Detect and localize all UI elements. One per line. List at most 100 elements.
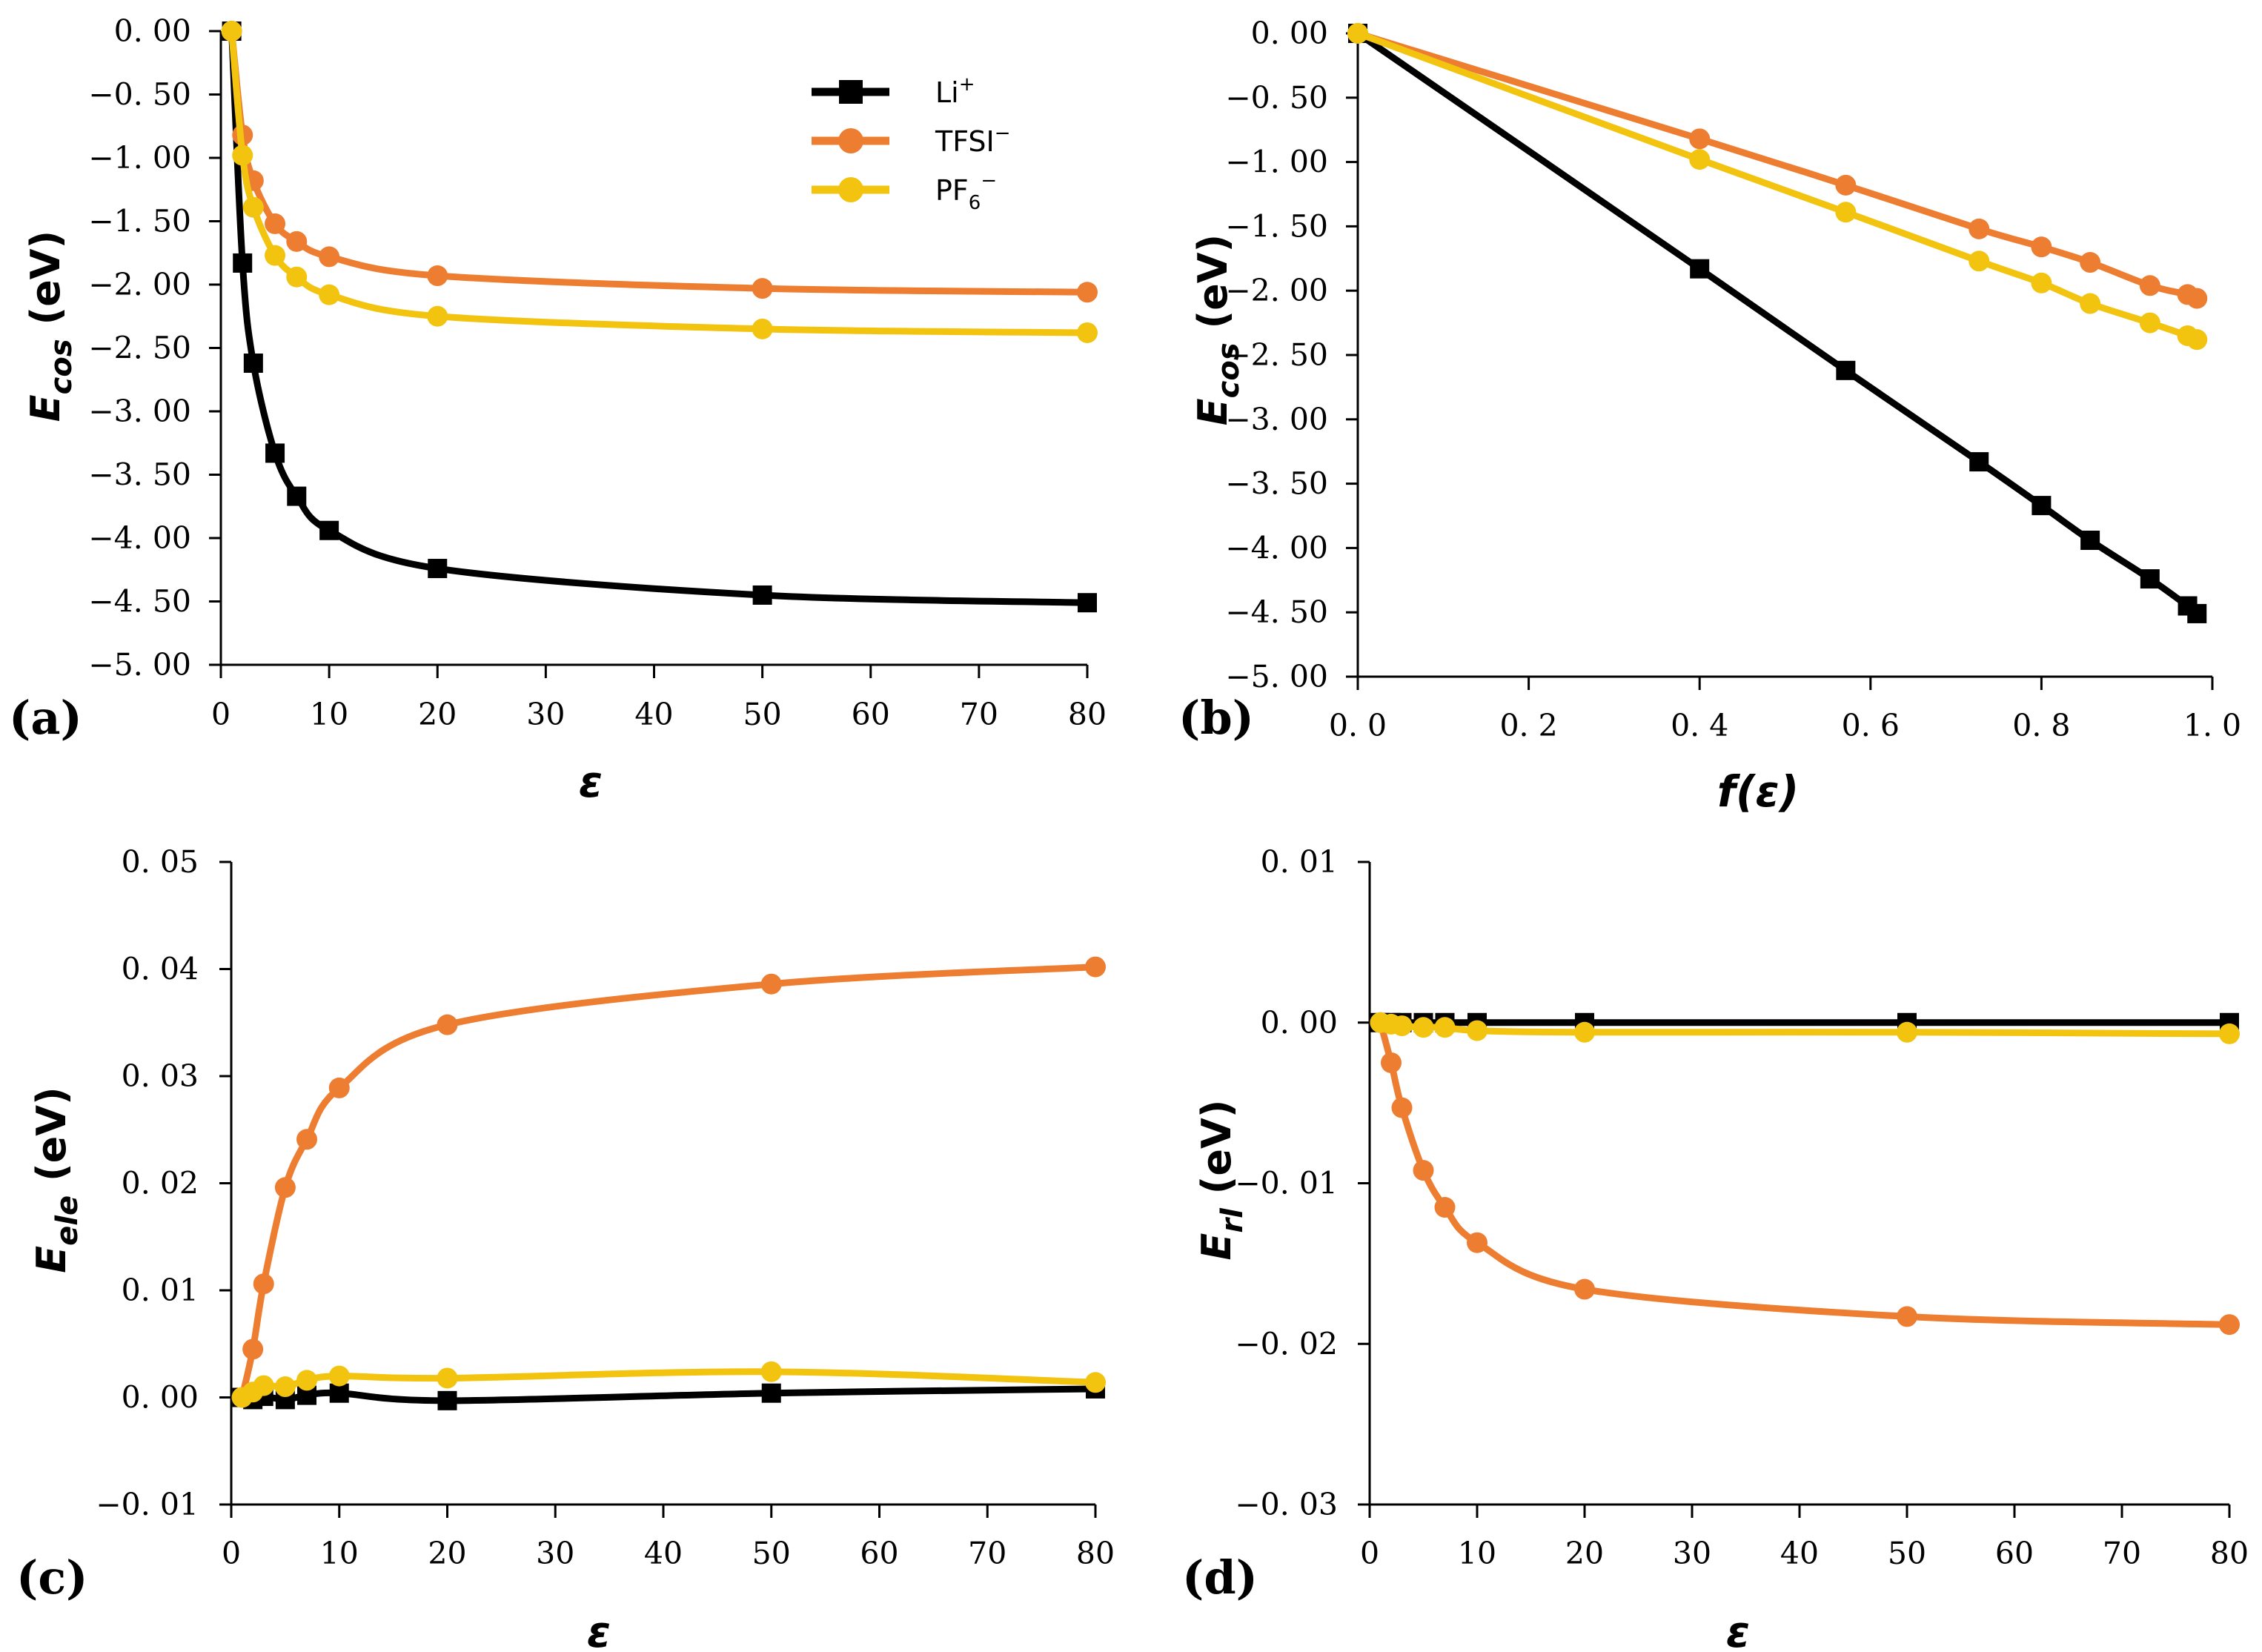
series-li <box>222 21 1097 613</box>
panel-b: 0. 00 −0. 50 −1. 00 −1. 50 −2. 00 −2. 50 −3. 0… <box>1178 16 2241 817</box>
x-tick-label: 70 <box>2103 1536 2141 1571</box>
y-tick-label: −2. 50 <box>1225 337 1328 373</box>
x-tick-label: 70 <box>960 697 998 732</box>
x-tick-label: 0 <box>222 1536 241 1571</box>
data-point-pf6 <box>2080 293 2101 314</box>
panel-b-label: (b) <box>1178 691 1254 745</box>
data-point-tfsi <box>319 246 340 268</box>
x-tick-label: 50 <box>1888 1536 1926 1571</box>
y-tick-label: −0. 02 <box>1235 1326 1338 1361</box>
legend: Li+ TFSI− PF6− <box>812 73 1011 214</box>
data-point-pf6 <box>1347 23 1368 44</box>
series-line-tfsi <box>239 963 1096 1399</box>
y-tick-label: 0. 00 <box>1261 1005 1338 1041</box>
x-tick-label: 70 <box>968 1536 1006 1571</box>
series-tfsi <box>1347 23 2208 309</box>
legend-item-li: Li+ <box>812 73 975 109</box>
data-point-li <box>243 354 263 374</box>
panel-b-xlabel: f(ε) <box>1717 766 1800 817</box>
x-tick-label: 0. 4 <box>1671 708 1728 743</box>
data-point-li <box>287 486 307 506</box>
data-point-pf6 <box>253 1375 274 1396</box>
x-tick-label: 80 <box>2210 1536 2249 1571</box>
data-point-li <box>2032 496 2052 516</box>
panel-a-label: (a) <box>9 691 82 745</box>
series-li <box>1348 24 2207 623</box>
data-point-tfsi <box>265 213 286 234</box>
data-point-pf6 <box>221 21 242 42</box>
x-tick-label: 30 <box>536 1536 574 1571</box>
y-tick-label: 0. 01 <box>122 1273 199 1308</box>
legend-marker-pf6 <box>838 177 863 202</box>
panel-d-label: (d) <box>1182 1550 1258 1605</box>
y-tick-label: 0. 02 <box>122 1166 199 1201</box>
data-point-pf6 <box>2219 1023 2240 1044</box>
data-point-tfsi <box>2139 275 2160 296</box>
x-tick-label: 10 <box>320 1536 359 1571</box>
y-tick-label: −2. 00 <box>88 267 191 302</box>
data-point-pf6 <box>1574 1021 1595 1043</box>
data-point-pf6 <box>2139 312 2160 334</box>
data-point-tfsi <box>2219 1314 2240 1336</box>
y-tick-label: −4. 50 <box>1225 594 1328 630</box>
data-point-tfsi <box>752 278 773 299</box>
data-point-tfsi <box>274 1177 296 1198</box>
panel-b-plot: 0. 00 −0. 50 −1. 00 −1. 50 −2. 00 −2. 50 −3. 0… <box>1225 16 2241 743</box>
panel-c-ylabel: Eele (eV) <box>28 1087 84 1273</box>
data-point-pf6 <box>328 1365 350 1387</box>
data-point-li <box>428 559 448 579</box>
panel-c-xlabel: ε <box>587 1607 611 1652</box>
data-point-li <box>2080 530 2100 550</box>
y-tick-label: −1. 00 <box>88 140 191 176</box>
y-tick-label: −4. 00 <box>88 520 191 556</box>
data-point-pf6 <box>427 305 448 327</box>
data-point-li <box>265 443 285 463</box>
data-point-tfsi <box>242 1338 264 1360</box>
panel-a-plot: 0. 00 −0. 50 −1. 00 −1. 50 −2. 00 −2. 50 −3. 0… <box>88 13 1107 732</box>
data-point-pf6 <box>1835 202 1857 223</box>
data-point-tfsi <box>1381 1052 1402 1073</box>
data-point-li <box>329 1383 349 1403</box>
series-pf6 <box>221 21 1098 343</box>
data-point-pf6 <box>319 284 340 305</box>
data-point-tfsi <box>2080 252 2101 273</box>
data-point-tfsi <box>1077 282 1098 303</box>
y-tick-label: −0. 01 <box>1235 1166 1338 1201</box>
x-tick-label: 0. 6 <box>1842 708 1900 743</box>
panel-b-ylabel: Ecos (eV) <box>1190 234 1246 425</box>
data-point-pf6 <box>286 266 308 288</box>
data-point-tfsi <box>1467 1232 1487 1253</box>
data-point-pf6 <box>1085 1372 1106 1393</box>
data-point-pf6 <box>1897 1021 1917 1043</box>
series-line-pf6 <box>1356 30 2199 343</box>
y-tick-label: −0. 03 <box>1235 1487 1338 1522</box>
data-point-li <box>1836 360 1856 380</box>
series-tfsi <box>1370 1012 2240 1336</box>
data-point-tfsi <box>1835 174 1857 196</box>
x-tick-label: 10 <box>310 697 348 732</box>
y-tick-label: −0. 50 <box>1225 80 1328 116</box>
panel-a-xlabel: ε <box>579 757 603 807</box>
data-point-tfsi <box>1413 1160 1434 1181</box>
y-tick-label: −0. 50 <box>88 77 191 113</box>
x-tick-label: 1. 0 <box>2183 708 2241 743</box>
y-tick-label: −5. 00 <box>88 647 191 683</box>
series-line-tfsi <box>228 30 1088 296</box>
x-tick-label: 40 <box>634 697 673 732</box>
x-tick-label: 0. 0 <box>1329 708 1387 743</box>
legend-label-tfsi: TFSI− <box>935 122 1011 158</box>
panel-a: 0. 00 −0. 50 −1. 00 −1. 50 −2. 00 −2. 50 −3. 0… <box>9 13 1107 807</box>
panel-c-label: (c) <box>16 1550 87 1605</box>
legend-marker-li <box>839 80 863 104</box>
data-point-pf6 <box>274 1376 296 1398</box>
series-pf6 <box>231 1361 1106 1408</box>
data-point-pf6 <box>752 318 773 339</box>
data-point-pf6 <box>1689 149 1711 170</box>
x-tick-label: 30 <box>1673 1536 1711 1571</box>
series-line-tfsi <box>1377 1021 2230 1328</box>
series-line-li <box>228 30 1088 606</box>
y-tick-label: −1. 00 <box>1225 145 1328 180</box>
data-point-tfsi <box>1434 1197 1456 1218</box>
data-point-pf6 <box>2186 329 2208 351</box>
series-line-tfsi <box>1356 30 2199 302</box>
